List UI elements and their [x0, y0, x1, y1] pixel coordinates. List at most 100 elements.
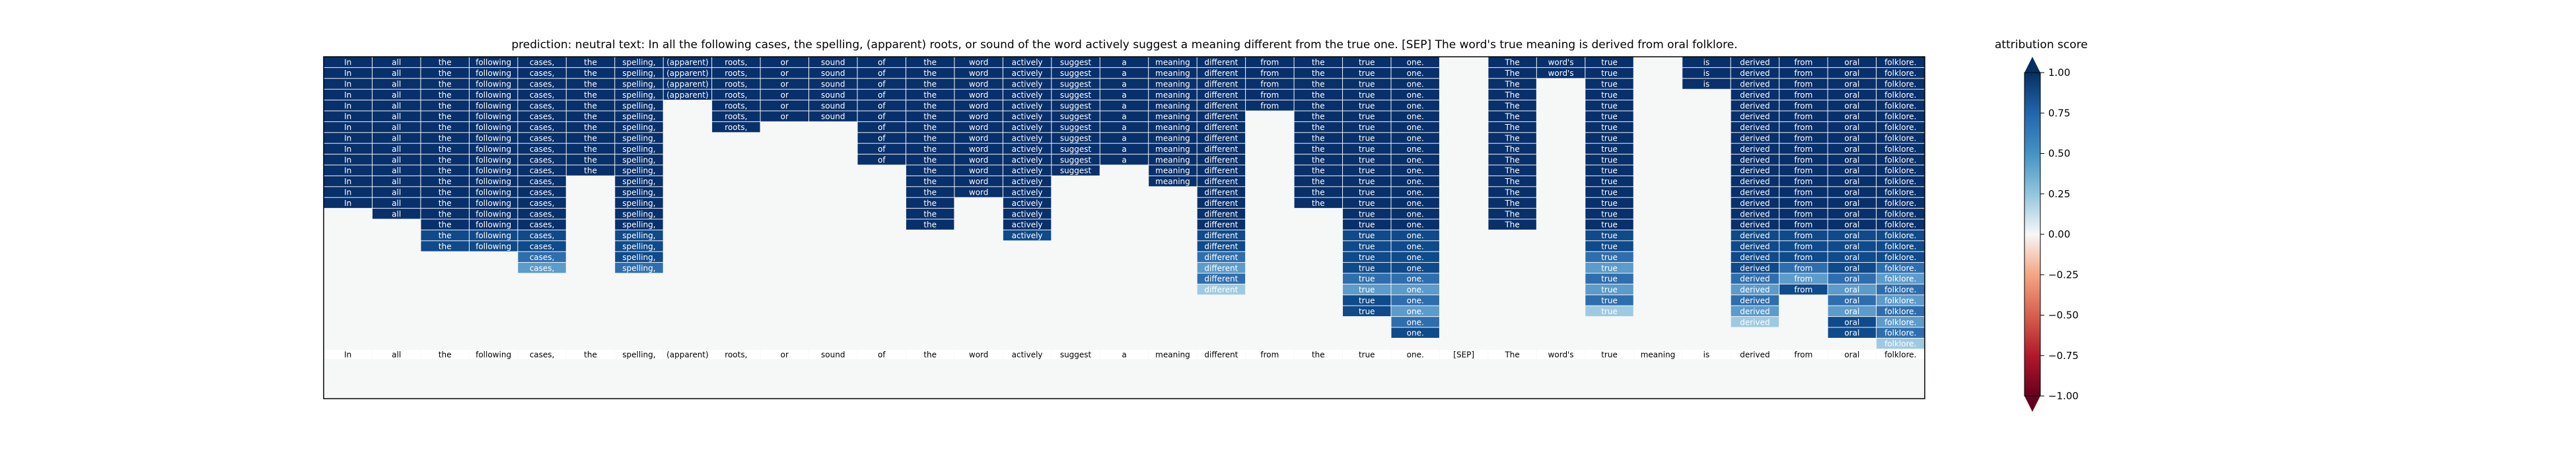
heatmap-cell — [1149, 67, 1197, 79]
cell-token-label: sound — [821, 90, 845, 100]
cell-token-label: the — [439, 90, 452, 100]
heatmap-cell — [712, 89, 760, 100]
heatmap-cell — [372, 165, 421, 176]
cell-token-label: spelling, — [622, 209, 655, 218]
cell-token-label: following — [476, 134, 511, 143]
cell-token-label: from — [1260, 58, 1279, 67]
cell-token-label: from — [1794, 134, 1812, 143]
cell-token-label: one. — [1407, 58, 1424, 67]
cell-token-label: word — [969, 123, 989, 132]
heatmap-cell — [1294, 79, 1343, 89]
heatmap-cell — [1391, 327, 1439, 338]
heatmap-cell — [1003, 187, 1052, 197]
heatmap-cell — [324, 176, 372, 187]
heatmap-cell — [1003, 57, 1052, 67]
heatmap-cell — [857, 121, 906, 133]
cell-token-label: folklore. — [1884, 123, 1916, 132]
heatmap-cell — [1877, 89, 1925, 100]
heatmap-cell — [1149, 111, 1197, 121]
cell-token-label: In — [344, 155, 351, 164]
heatmap-cell — [1488, 176, 1536, 187]
heatmap-cell — [809, 67, 857, 79]
heatmap-cell — [1343, 187, 1391, 197]
chart-title: prediction: neutral text: In all the fol… — [511, 38, 1738, 51]
cell-token-label: cases, — [530, 199, 555, 208]
cell-token-label: derived — [1740, 80, 1770, 89]
cell-token-label: actively — [1012, 231, 1043, 240]
heatmap-cell — [1779, 165, 1828, 176]
cell-token-label: the — [1312, 112, 1325, 121]
heatmap-cell — [1197, 284, 1246, 295]
cell-token-label: the — [1312, 199, 1325, 208]
cell-token-label: true — [1359, 220, 1375, 230]
heatmap-cell — [518, 187, 566, 197]
heatmap-cell — [615, 219, 663, 230]
cell-token-label: true — [1359, 101, 1375, 110]
cell-token-label: a — [1122, 134, 1126, 143]
cell-token-label: true — [1359, 231, 1375, 240]
cell-token-label: actively — [1012, 166, 1043, 176]
cell-token-label: derived — [1740, 231, 1770, 240]
heatmap-cell — [566, 133, 615, 143]
heatmap-cell — [1149, 57, 1197, 67]
heatmap-cell — [906, 165, 954, 176]
cell-token-label: cases, — [530, 263, 555, 273]
cell-token-label: different — [1204, 231, 1238, 240]
heatmap-cell — [1585, 79, 1633, 89]
cell-token-label: actively — [1012, 69, 1043, 78]
heatmap-cell — [1828, 209, 1877, 219]
heatmap-cell — [1877, 176, 1925, 187]
cell-token-label: derived — [1740, 275, 1770, 284]
cell-token-label: different — [1204, 220, 1238, 230]
heatmap-cell — [1052, 121, 1100, 133]
heatmap-cell — [1877, 57, 1925, 67]
cell-token-label: one. — [1407, 112, 1424, 121]
cell-token-label: following — [476, 80, 511, 89]
cell-token-label: true — [1359, 134, 1375, 143]
heatmap-cell — [1294, 165, 1343, 176]
cell-token-label: true — [1601, 123, 1618, 132]
heatmap-cell — [1294, 197, 1343, 209]
reference-token-label: from — [1260, 350, 1279, 360]
heatmap-cell — [1828, 263, 1877, 273]
heatmap-cell — [421, 100, 469, 111]
cell-token-label: spelling, — [622, 145, 655, 154]
heatmap-cell — [518, 219, 566, 230]
reference-cell — [421, 349, 469, 360]
heatmap-cell — [1391, 100, 1439, 111]
heatmap-cell — [1731, 273, 1779, 284]
cell-token-label: oral — [1844, 166, 1859, 176]
heatmap-cell — [615, 57, 663, 67]
heatmap-cell — [1585, 111, 1633, 121]
heatmap-cell — [1779, 121, 1828, 133]
heatmap-cell — [1585, 165, 1633, 176]
cell-token-label: oral — [1844, 263, 1859, 273]
colorbar-tick-label: 0.50 — [2048, 148, 2070, 160]
cell-token-label: the — [439, 58, 452, 67]
cell-token-label: from — [1794, 69, 1812, 78]
cell-token-label: oral — [1844, 199, 1859, 208]
cell-token-label: one. — [1407, 90, 1424, 100]
cell-token-label: the — [923, 58, 937, 67]
cell-token-label: from — [1794, 177, 1812, 186]
cell-token-label: word — [969, 188, 989, 197]
heatmap-cell — [1731, 133, 1779, 143]
heatmap-cell — [1488, 197, 1536, 209]
heatmap-cell — [615, 241, 663, 251]
cell-token-label: actively — [1012, 155, 1043, 164]
cell-token-label: all — [392, 101, 401, 110]
heatmap-cell — [1682, 79, 1731, 89]
heatmap-cell — [1052, 79, 1100, 89]
cell-token-label: meaning — [1155, 69, 1190, 78]
cell-token-label: from — [1260, 69, 1279, 78]
cell-token-label: true — [1359, 285, 1375, 294]
heatmap-cell — [1197, 263, 1246, 273]
cell-token-label: derived — [1740, 112, 1770, 121]
cell-token-label: from — [1794, 188, 1812, 197]
heatmap-cell — [1391, 79, 1439, 89]
cell-token-label: true — [1359, 112, 1375, 121]
heatmap-cell — [421, 57, 469, 67]
heatmap-cell — [1828, 165, 1877, 176]
cell-token-label: oral — [1844, 145, 1859, 154]
heatmap-cell — [906, 67, 954, 79]
